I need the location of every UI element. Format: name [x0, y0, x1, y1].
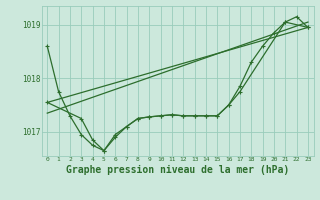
X-axis label: Graphe pression niveau de la mer (hPa): Graphe pression niveau de la mer (hPa) [66, 165, 289, 175]
